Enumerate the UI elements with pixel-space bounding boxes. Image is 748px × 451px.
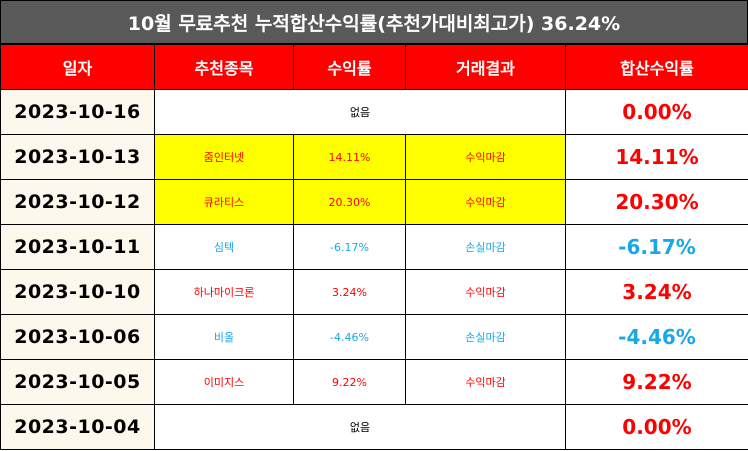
row-result: 손실마감 xyxy=(405,314,566,360)
row-date: 2023-10-16 xyxy=(0,89,155,135)
row-date: 2023-10-11 xyxy=(0,224,155,270)
results-table: 일자 추천종목 수익률 거래결과 합산수익률 2023-10-16 없음 0.0… xyxy=(0,44,748,450)
header-total: 합산수익률 xyxy=(565,44,748,90)
row-stock: 이미지스 xyxy=(154,359,294,405)
row-stock: 줌인터넷 xyxy=(154,134,294,180)
row-rate: 20.30% xyxy=(293,179,406,225)
row-result: 수익마감 xyxy=(405,359,566,405)
row-result: 손실마감 xyxy=(405,224,566,270)
row-total: 14.11% xyxy=(565,134,748,180)
row-rate: -4.46% xyxy=(293,314,406,360)
row-total: 0.00% xyxy=(565,89,748,135)
row-date: 2023-10-06 xyxy=(0,314,155,360)
row-date: 2023-10-10 xyxy=(0,269,155,315)
header-result: 거래결과 xyxy=(405,44,566,90)
header-date: 일자 xyxy=(0,44,155,90)
row-rate: 3.24% xyxy=(293,269,406,315)
table-row: 2023-10-11 심텍 -6.17% 손실마감 -6.17% xyxy=(0,224,748,270)
row-result: 수익마감 xyxy=(405,179,566,225)
row-total: 3.24% xyxy=(565,269,748,315)
header-rate: 수익률 xyxy=(293,44,406,90)
row-total: 9.22% xyxy=(565,359,748,405)
table-row: 2023-10-16 없음 0.00% xyxy=(0,89,748,135)
row-date: 2023-10-13 xyxy=(0,134,155,180)
row-date: 2023-10-05 xyxy=(0,359,155,405)
row-rate: -6.17% xyxy=(293,224,406,270)
row-date: 2023-10-04 xyxy=(0,404,155,450)
row-result: 수익마감 xyxy=(405,269,566,315)
row-total: 20.30% xyxy=(565,179,748,225)
table-row: 2023-10-05 이미지스 9.22% 수익마감 9.22% xyxy=(0,359,748,405)
row-total: -6.17% xyxy=(565,224,748,270)
row-stock: 비올 xyxy=(154,314,294,360)
row-stock: 심텍 xyxy=(154,224,294,270)
table-row: 2023-10-04 없음 0.00% xyxy=(0,404,748,450)
table-row: 2023-10-12 큐라티스 20.30% 수익마감 20.30% xyxy=(0,179,748,225)
table-row: 2023-10-13 줌인터넷 14.11% 수익마감 14.11% xyxy=(0,134,748,180)
table-header-row: 일자 추천종목 수익률 거래결과 합산수익률 xyxy=(0,44,748,90)
row-stock: 하나마이크론 xyxy=(154,269,294,315)
row-rate: 14.11% xyxy=(293,134,406,180)
header-stock: 추천종목 xyxy=(154,44,294,90)
row-date: 2023-10-12 xyxy=(0,179,155,225)
row-stock: 큐라티스 xyxy=(154,179,294,225)
row-total: 0.00% xyxy=(565,404,748,450)
row-rate: 9.22% xyxy=(293,359,406,405)
table-row: 2023-10-10 하나마이크론 3.24% 수익마감 3.24% xyxy=(0,269,748,315)
table-row: 2023-10-06 비올 -4.46% 손실마감 -4.46% xyxy=(0,314,748,360)
row-no-pick: 없음 xyxy=(154,404,566,450)
row-result: 수익마감 xyxy=(405,134,566,180)
row-total: -4.46% xyxy=(565,314,748,360)
row-no-pick: 없음 xyxy=(154,89,566,135)
page-title: 10월 무료추천 누적합산수익률(추천가대비최고가) 36.24% xyxy=(0,0,748,44)
